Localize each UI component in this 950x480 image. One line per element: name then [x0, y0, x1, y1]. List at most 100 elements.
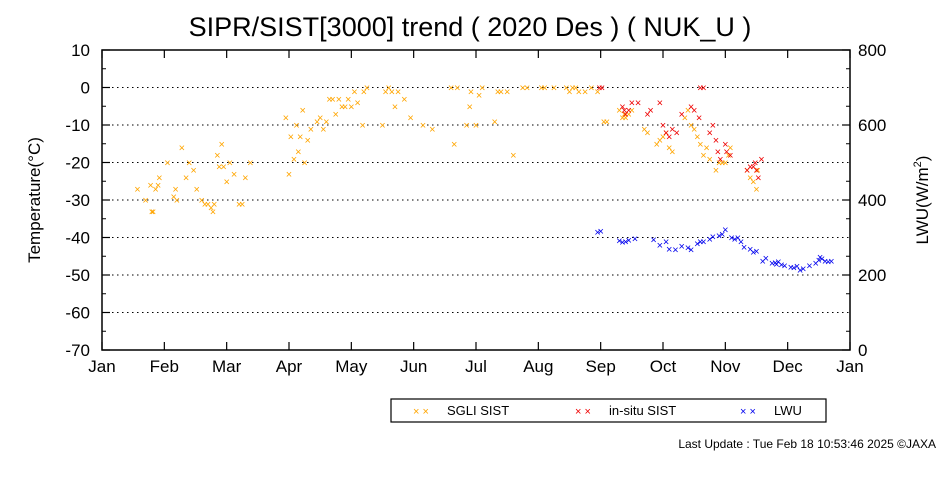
point-series-2: × [728, 233, 734, 245]
y2-axis-ticks: 800 600 400 200 0 [858, 41, 886, 360]
point-series-0: × [220, 161, 226, 173]
point-series-0: × [625, 109, 631, 121]
legend-label-0: SGLI SIST [447, 403, 509, 418]
point-series-2: × [700, 236, 706, 248]
point-series-0: × [386, 83, 392, 95]
point-series-0: × [682, 113, 688, 125]
point-series-0: × [654, 139, 660, 151]
point-series-1: × [727, 150, 733, 162]
point-series-0: × [722, 158, 728, 170]
point-series-0: × [354, 98, 360, 110]
point-series-0: × [299, 105, 305, 117]
point-series-0: × [333, 109, 339, 121]
point-series-2: × [697, 236, 703, 248]
point-series-0: × [463, 120, 469, 132]
point-series-1: × [619, 101, 625, 113]
point-series-0: × [616, 105, 622, 117]
point-series-0: × [510, 150, 516, 162]
point-series-1: × [753, 165, 759, 177]
point-series-2: × [775, 257, 781, 269]
point-series-2: × [632, 233, 638, 245]
point-series-0: × [491, 116, 497, 128]
point-series-0: × [588, 83, 594, 95]
point-series-0: × [364, 83, 370, 95]
legend-marker-0: × × [413, 406, 429, 418]
point-series-0: × [211, 199, 217, 211]
x-tick-label: Oct [650, 357, 677, 376]
point-series-2: × [597, 226, 603, 238]
point-series-0: × [750, 176, 756, 188]
point-series-1: × [758, 154, 764, 166]
point-series-0: × [700, 150, 706, 162]
point-series-0: × [601, 116, 607, 128]
point-series-1: × [715, 146, 721, 158]
point-series-0: × [174, 195, 180, 207]
point-series-1: × [673, 128, 679, 140]
point-series-2: × [812, 258, 818, 270]
point-series-1: × [755, 173, 761, 185]
point-series-2: × [657, 240, 663, 252]
point-series-2: × [816, 255, 822, 267]
point-series-1: × [744, 165, 750, 177]
point-series-1: × [660, 120, 666, 132]
point-series-0: × [569, 83, 575, 95]
chart-title: SIPR/SIST[3000] trend ( 2020 Des ) ( NUK… [189, 12, 752, 42]
point-series-2: × [685, 242, 691, 254]
point-series-1: × [657, 98, 663, 110]
point-series-0: × [641, 124, 647, 136]
point-series-0: × [448, 83, 454, 95]
point-series-0: × [582, 86, 588, 98]
point-series-0: × [155, 180, 161, 192]
point-series-0: × [283, 113, 289, 125]
point-series-0: × [429, 124, 435, 136]
point-series-0: × [295, 146, 301, 158]
point-series-2: × [688, 245, 694, 257]
point-series-1: × [647, 105, 653, 117]
point-series-0: × [479, 83, 485, 95]
point-series-0: × [576, 86, 582, 98]
point-series-2: × [800, 263, 806, 275]
point-series-2: × [806, 261, 812, 273]
point-series-2: × [741, 242, 747, 254]
point-series-0: × [218, 139, 224, 151]
point-series-1: × [691, 105, 697, 117]
point-series-0: × [179, 143, 185, 155]
point-series-0: × [622, 113, 628, 125]
legend-box [390, 398, 827, 423]
point-series-0: × [657, 135, 663, 147]
y2-axis-label-close: ) [913, 156, 932, 162]
point-series-1: × [707, 128, 713, 140]
point-series-2: × [622, 236, 628, 248]
point-series-0: × [361, 86, 367, 98]
point-series-0: × [551, 83, 557, 95]
point-series-0: × [395, 86, 401, 98]
point-series-0: × [329, 94, 335, 106]
point-series-0: × [744, 165, 750, 177]
point-series-2: × [781, 260, 787, 272]
point-series-2: × [825, 257, 831, 269]
y2-axis-label-sup: 2 [912, 161, 924, 167]
point-series-0: × [288, 131, 294, 143]
point-series-2: × [663, 236, 669, 248]
y-tick-label: -10 [65, 116, 90, 135]
point-series-0: × [183, 173, 189, 185]
point-series-0: × [524, 83, 530, 95]
point-series-0: × [150, 206, 156, 218]
point-series-0: × [286, 169, 292, 181]
point-series-0: × [644, 128, 650, 140]
point-series-0: × [725, 150, 731, 162]
point-series-1: × [697, 83, 703, 95]
x-tick-label: Aug [523, 357, 553, 376]
point-series-2: × [594, 227, 600, 239]
point-series-1: × [629, 98, 635, 110]
x-tick-label: Apr [276, 357, 303, 376]
point-series-1: × [747, 161, 753, 173]
point-series-0: × [301, 158, 307, 170]
x-tick-label: Nov [710, 357, 741, 376]
point-series-0: × [669, 146, 675, 158]
point-series-2: × [747, 244, 753, 256]
point-series-0: × [142, 195, 148, 207]
point-series-0: × [604, 116, 610, 128]
point-series-0: × [407, 113, 413, 125]
